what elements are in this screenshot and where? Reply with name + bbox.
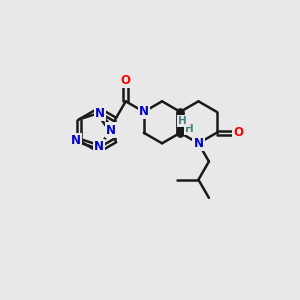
Text: N: N — [106, 124, 116, 136]
Text: N: N — [194, 137, 203, 150]
Text: H: H — [178, 116, 187, 126]
Text: N: N — [71, 134, 81, 147]
Text: N: N — [94, 140, 104, 154]
Text: O: O — [121, 74, 131, 87]
Text: O: O — [234, 126, 244, 139]
Text: H: H — [185, 124, 194, 134]
Text: N: N — [139, 105, 149, 118]
Text: N: N — [95, 106, 105, 119]
